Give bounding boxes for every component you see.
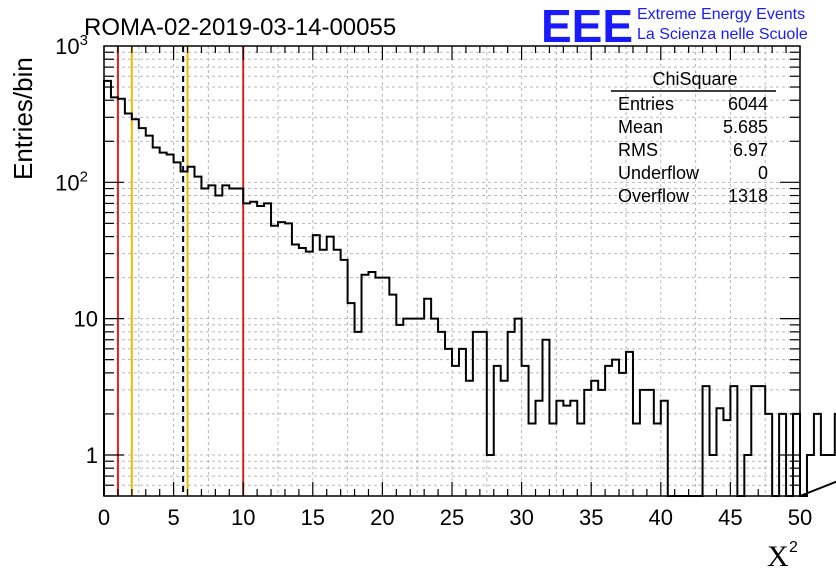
stats-value-overflow: 1318 xyxy=(728,186,768,206)
x-axis-label-superscript: 2 xyxy=(789,539,798,556)
y-tick-label: 10 xyxy=(74,307,98,332)
stats-title: ChiSquare xyxy=(652,69,737,89)
run-title: ROMA-02-2019-03-14-00055 xyxy=(84,14,396,41)
x-tick-label: 40 xyxy=(649,505,673,530)
y-tick-labels: 1 10 102 103 xyxy=(55,32,98,468)
threshold-lines xyxy=(116,46,245,496)
histogram-outline xyxy=(103,79,836,497)
x-axis-label: X 2 xyxy=(767,539,798,572)
stats-label-overflow: Overflow xyxy=(618,186,690,206)
axis-ticks xyxy=(103,46,801,497)
y-tick-label: 102 xyxy=(55,168,88,195)
eee-logo-text: EEE xyxy=(541,0,633,52)
x-tick-label: 10 xyxy=(231,505,255,530)
stats-box: ChiSquare Entries 6044 Mean 5.685 RMS 6.… xyxy=(611,69,776,206)
x-tick-label: 35 xyxy=(579,505,603,530)
stats-value-rms: 6.97 xyxy=(733,140,768,160)
histogram xyxy=(103,79,836,497)
x-tick-labels: 0 5 10 15 20 25 30 35 40 45 50 xyxy=(98,505,812,530)
x-tick-label: 5 xyxy=(167,505,179,530)
x-tick-label: 45 xyxy=(718,505,742,530)
y-tick-label: 103 xyxy=(55,32,88,59)
stats-label-mean: Mean xyxy=(618,117,663,137)
y-axis-label: Entries/bin xyxy=(8,57,38,180)
x-tick-label: 30 xyxy=(509,505,533,530)
x-tick-label: 0 xyxy=(98,505,110,530)
stats-value-mean: 5.685 xyxy=(723,117,768,137)
y-tick-label: 1 xyxy=(86,443,98,468)
eee-logo-line2: La Scienza nelle Scuole xyxy=(637,26,808,43)
stats-value-underflow: 0 xyxy=(758,163,768,183)
x-tick-label: 15 xyxy=(301,505,325,530)
stats-label-rms: RMS xyxy=(618,140,658,160)
eee-logo-line1: Extreme Energy Events xyxy=(637,6,805,23)
x-tick-label: 25 xyxy=(440,505,464,530)
eee-logo: EEE Extreme Energy Events La Scienza nel… xyxy=(541,0,808,52)
x-tick-label: 20 xyxy=(370,505,394,530)
stats-label-underflow: Underflow xyxy=(618,163,700,183)
x-axis-label-base: X xyxy=(767,540,789,572)
stats-label-entries: Entries xyxy=(618,94,674,114)
x-tick-label: 50 xyxy=(788,505,812,530)
stats-value-entries: 6044 xyxy=(728,94,768,114)
